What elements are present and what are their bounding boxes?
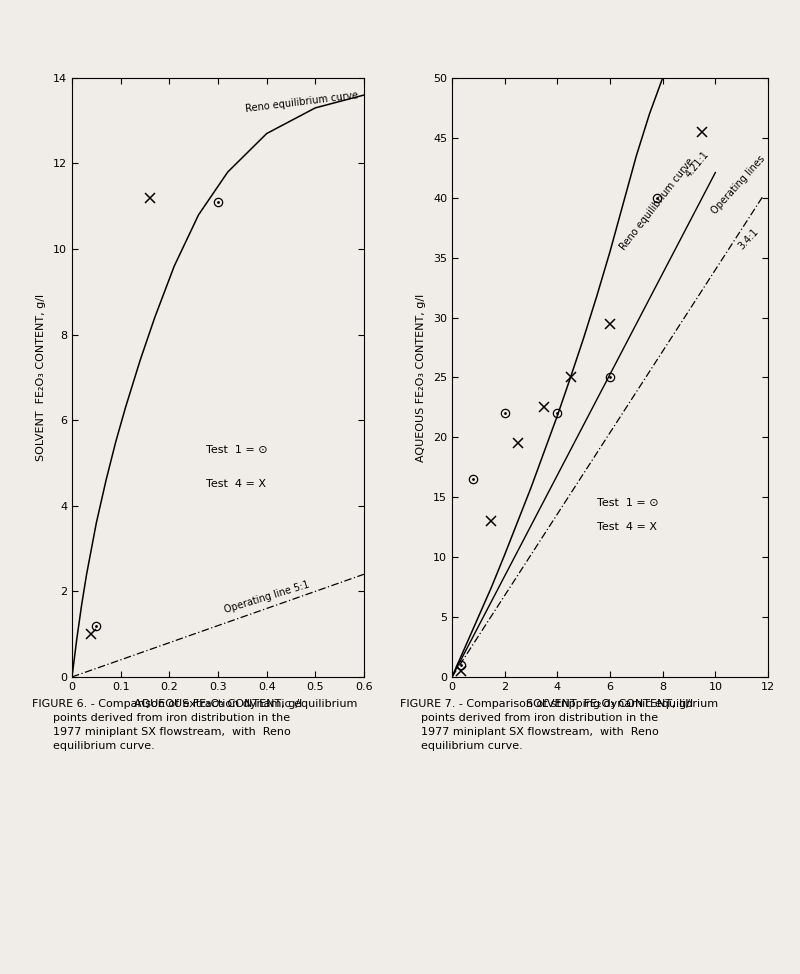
Text: 4.21:1: 4.21:1 [684,150,711,180]
Text: Test  4 = X: Test 4 = X [597,522,657,532]
Text: Reno equilibrium curve: Reno equilibrium curve [245,91,358,114]
Y-axis label: AQUEOUS FE₂O₃ CONTENT, g/l: AQUEOUS FE₂O₃ CONTENT, g/l [416,293,426,462]
Text: FIGURE 7. - Comparison of stripping dynamic equilibrium
      points derived fro: FIGURE 7. - Comparison of stripping dyna… [400,699,718,751]
X-axis label: SOLVENT  FE₂O₃ CONTENT, g/l: SOLVENT FE₂O₃ CONTENT, g/l [526,698,694,709]
Text: Test  4 = X: Test 4 = X [206,479,266,489]
Text: FIGURE 6. - Comparison of extraction dynamic equilibrium
      points derived fr: FIGURE 6. - Comparison of extraction dyn… [32,699,358,751]
X-axis label: AQUEOUS FE₂O₃ CONTENT, g/l: AQUEOUS FE₂O₃ CONTENT, g/l [134,698,302,709]
Text: 3.4:1: 3.4:1 [736,227,761,251]
Text: Operating line 5:1: Operating line 5:1 [223,580,310,615]
Text: Operating lines: Operating lines [710,153,767,215]
Text: Reno equilibrium curve: Reno equilibrium curve [618,156,696,251]
Text: Test  1 = ⊙: Test 1 = ⊙ [597,499,658,508]
Text: Test  1 = ⊙: Test 1 = ⊙ [206,445,267,455]
Y-axis label: SOLVENT  FE₂O₃ CONTENT, g/l: SOLVENT FE₂O₃ CONTENT, g/l [36,294,46,461]
